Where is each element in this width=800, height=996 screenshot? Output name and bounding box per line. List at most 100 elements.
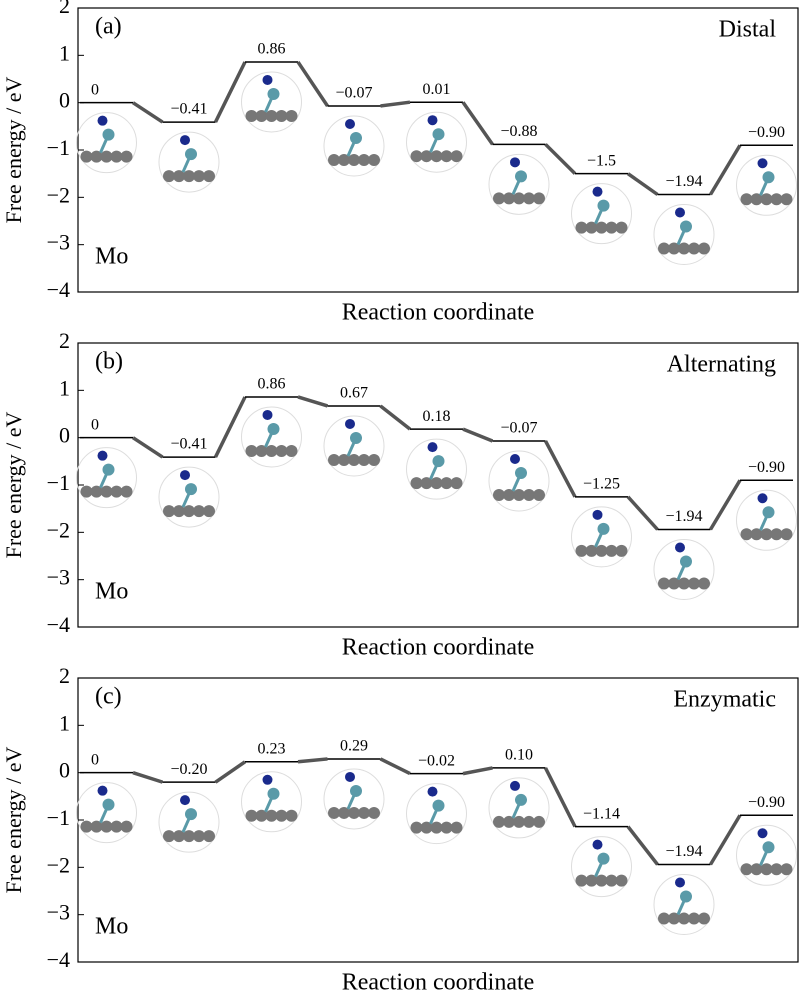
atom	[440, 150, 453, 163]
panel-label: (b)	[95, 349, 123, 375]
atom	[658, 577, 670, 590]
value-label: −0.90	[748, 124, 785, 141]
atom	[750, 863, 763, 876]
molecule-outline	[241, 771, 302, 833]
atom	[255, 809, 268, 822]
y-tick-label: −2	[47, 852, 70, 877]
y-tick-label: −4	[47, 947, 70, 972]
y-tick-label: −1	[47, 805, 70, 830]
value-label: −1.25	[583, 476, 620, 493]
atom	[450, 821, 463, 834]
connector	[708, 814, 742, 866]
atom	[780, 528, 793, 541]
atom	[680, 220, 692, 233]
atom	[440, 477, 453, 490]
atom	[678, 577, 690, 590]
y-tick-label: 0	[59, 88, 70, 113]
atom	[183, 505, 195, 518]
connector	[708, 479, 742, 531]
y-tick-label: −4	[47, 277, 70, 302]
atom	[503, 815, 515, 828]
atom	[533, 488, 545, 501]
molecule-outline	[323, 115, 385, 177]
atom	[102, 128, 115, 141]
atom	[173, 505, 185, 518]
atom	[420, 150, 433, 163]
atom	[513, 488, 525, 501]
connector	[462, 427, 494, 443]
atom	[348, 153, 360, 166]
atom	[493, 192, 505, 205]
connector	[132, 101, 164, 124]
atom	[350, 784, 362, 797]
value-label: 0.86	[258, 376, 286, 393]
value-label: 0	[91, 81, 99, 98]
atom	[688, 912, 700, 925]
molecule-outline	[736, 489, 797, 551]
connector	[296, 60, 329, 107]
atom	[675, 877, 685, 888]
atom	[430, 821, 443, 834]
atom	[180, 470, 190, 481]
atom	[203, 505, 215, 518]
atom	[750, 528, 763, 541]
value-label: 0.86	[258, 41, 286, 58]
molecule-outline	[76, 782, 137, 844]
atom	[503, 488, 515, 501]
atom	[350, 431, 362, 444]
atom	[265, 809, 278, 822]
atom	[358, 453, 370, 466]
connector	[461, 101, 494, 146]
atom	[503, 192, 515, 205]
molecule-outline	[323, 415, 385, 477]
atom	[267, 87, 280, 100]
value-label: 0.18	[423, 408, 451, 425]
atom	[592, 509, 603, 520]
connector	[462, 766, 493, 776]
connector	[543, 767, 577, 828]
y-tick-label: 2	[59, 663, 70, 688]
y-tick-label: −3	[47, 230, 70, 255]
atom	[345, 771, 355, 782]
atom	[173, 170, 185, 183]
molecule-outline	[323, 768, 385, 830]
atom	[100, 150, 113, 163]
connector	[626, 495, 659, 531]
connector	[379, 404, 412, 431]
atom	[100, 820, 113, 833]
atom	[605, 221, 618, 234]
atom	[523, 192, 535, 205]
atom	[358, 806, 370, 819]
atom	[420, 477, 433, 490]
atom	[90, 150, 103, 163]
molecule-outline	[488, 777, 550, 839]
atom	[510, 157, 520, 168]
value-label: −0.07	[335, 85, 372, 102]
molecule-outline	[736, 154, 797, 216]
connector	[297, 395, 329, 408]
atom	[678, 242, 690, 255]
atom	[338, 153, 350, 166]
atom	[680, 890, 692, 903]
atom	[688, 242, 700, 255]
atom	[255, 109, 268, 122]
molecule-outline	[406, 111, 467, 173]
value-label: −0.20	[170, 761, 207, 778]
atom	[193, 170, 205, 183]
connector	[544, 143, 577, 175]
atom	[595, 544, 608, 557]
y-tick-label: 1	[59, 710, 70, 735]
metal-label: Mo	[95, 244, 128, 270]
atom	[515, 793, 527, 806]
atom	[163, 505, 175, 518]
atom	[575, 874, 588, 887]
atom	[80, 150, 93, 163]
molecule-outline	[653, 203, 715, 265]
value-label: −1.94	[665, 843, 702, 860]
atom	[770, 863, 783, 876]
atom	[265, 109, 278, 122]
atom	[285, 444, 298, 457]
atom	[740, 193, 753, 206]
molecule-outline	[571, 836, 632, 898]
